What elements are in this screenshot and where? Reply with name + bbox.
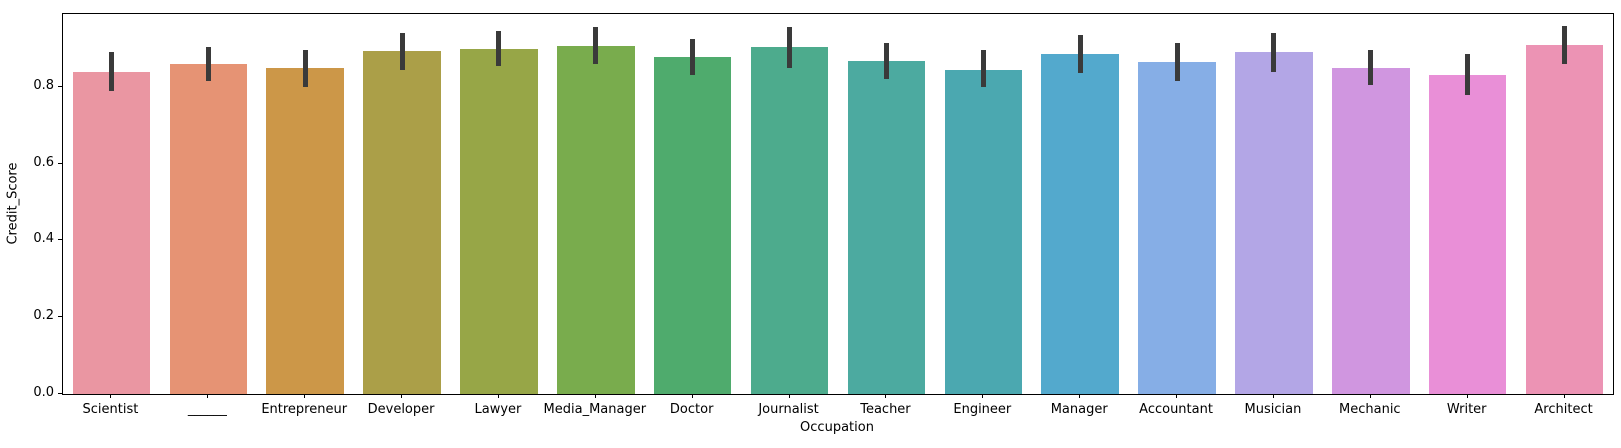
error-bar-media-manager (593, 27, 599, 64)
bar-musician (1235, 52, 1313, 394)
bar-teacher (847, 60, 926, 394)
x-tick-label-writer: Writer (1446, 402, 1487, 417)
error-bar-developer (399, 33, 405, 70)
bar-accountant (1138, 61, 1216, 394)
bar-architect (1525, 44, 1604, 394)
error-bar-entrepreneur (302, 50, 308, 87)
x-tick-mark (1176, 394, 1178, 398)
x-tick-mark (1272, 394, 1274, 398)
x-axis-label: Occupation (800, 420, 874, 435)
x-tick-label-engineer: Engineer (953, 402, 1012, 417)
x-tick-mark (1369, 394, 1371, 398)
x-tick-mark (788, 394, 790, 398)
y-tick-mark (58, 239, 62, 241)
x-tick-label-mechanic: Mechanic (1339, 402, 1401, 417)
error-bar-journalist (787, 27, 793, 68)
error-bar-engineer (980, 50, 986, 87)
x-tick-label-lawyer: Lawyer (474, 402, 522, 417)
x-tick-label-architect: Architect (1534, 402, 1593, 417)
error-bar-scientist (108, 52, 114, 91)
error-bar-architect (1562, 26, 1568, 64)
bar-journalist (750, 47, 829, 394)
x-tick-label-doctor: Doctor (669, 402, 714, 417)
y-tick-label-0.2: 0.2 (33, 308, 54, 324)
x-tick-mark (982, 394, 984, 398)
bar-entrepreneur (266, 67, 344, 394)
plot-area (62, 13, 1614, 395)
x-tick-mark (207, 394, 209, 398)
bar-lawyer (460, 48, 538, 394)
x-tick-mark (885, 394, 887, 398)
x-tick-mark (1563, 394, 1565, 398)
error-bar-mechanic (1368, 50, 1374, 85)
x-tick-mark (401, 394, 403, 398)
x-tick-mark (304, 394, 306, 398)
x-tick-label-developer: Developer (367, 402, 435, 417)
x-tick-label-entrepreneur: Entrepreneur (261, 402, 348, 417)
x-tick-label-manager: Manager (1050, 402, 1108, 417)
error-bar-writer (1465, 54, 1471, 95)
x-tick-mark (110, 394, 112, 398)
error-bar-doctor (690, 38, 696, 76)
x-tick-mark (1466, 394, 1468, 398)
error-bar-teacher (883, 42, 889, 80)
y-tick-mark (58, 316, 62, 318)
x-tick-label-accountant: Accountant (1139, 402, 1213, 417)
x-tick-mark (497, 394, 499, 398)
error-bar-lawyer (496, 31, 502, 66)
bar-engineer (944, 69, 1023, 394)
bar-doctor (653, 57, 732, 394)
x-tick-label-scientist: Scientist (82, 402, 139, 417)
bar-developer (363, 51, 441, 394)
bar-media-manager (557, 45, 635, 394)
bar-manager (1041, 54, 1119, 394)
bar-scientist (72, 71, 151, 394)
x-tick-label-journalist: Journalist (758, 402, 819, 417)
y-tick-label-0.4: 0.4 (33, 231, 54, 247)
x-tick-label-teacher: Teacher (860, 402, 911, 417)
x-tick-mark (1079, 394, 1081, 398)
error-bar-blank (205, 46, 211, 82)
y-tick-mark (58, 162, 62, 164)
x-tick-label-blank: ______ (187, 402, 227, 417)
error-bar-accountant (1174, 42, 1180, 82)
error-bar-manager (1077, 35, 1083, 74)
x-tick-label-musician: Musician (1244, 402, 1302, 417)
y-tick-label-0.6: 0.6 (33, 154, 54, 170)
bar-blank (169, 63, 248, 394)
x-tick-mark (594, 394, 596, 398)
bar-mechanic (1332, 67, 1410, 394)
y-tick-mark (58, 393, 62, 394)
bar-writer (1428, 75, 1507, 394)
y-tick-mark (58, 85, 62, 87)
error-bar-musician (1271, 33, 1277, 72)
x-tick-mark (691, 394, 693, 398)
y-tick-label-0.0: 0.0 (33, 385, 54, 400)
y-tick-label-0.8: 0.8 (33, 77, 54, 93)
x-tick-label-media-manager: Media_Manager (543, 402, 647, 417)
